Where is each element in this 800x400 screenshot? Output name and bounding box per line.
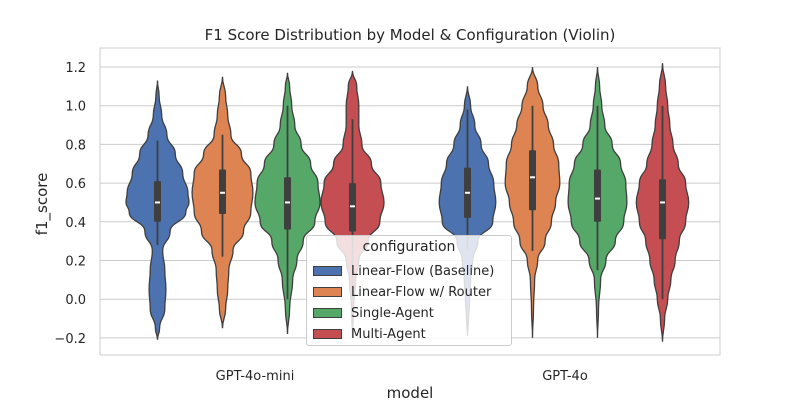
x-tick-labels: GPT-4o-mini GPT-4o <box>216 369 588 384</box>
legend-label: Linear-Flow w/ Router <box>351 284 492 300</box>
legend-label: Single-Agent <box>351 305 434 321</box>
legend-swatch <box>313 308 342 318</box>
y-tick-label: −0.2 <box>54 332 86 347</box>
violins <box>125 63 690 342</box>
legend-label: Multi-Agent <box>351 326 426 342</box>
y-tick-label: 0.6 <box>65 177 86 192</box>
x-axis-label: model <box>387 384 434 400</box>
legend: configuration Linear-Flow (Baseline) Lin… <box>306 235 512 346</box>
legend-item: Single-Agent <box>313 304 434 322</box>
x-tick-label: GPT-4o-mini <box>216 369 295 384</box>
x-tick-label: GPT-4o <box>542 369 588 384</box>
legend-swatch <box>313 329 342 339</box>
violin-iqr-box <box>659 179 666 240</box>
y-tick-label: 0.4 <box>65 216 86 231</box>
y-tick-label: 0.0 <box>65 293 86 308</box>
legend-swatch <box>313 287 342 297</box>
chart-title: F1 Score Distribution by Model & Configu… <box>205 26 616 44</box>
y-tick-label: 1.0 <box>65 100 86 115</box>
legend-title: configuration <box>362 239 456 255</box>
y-tick-labels: −0.2 0.0 0.2 0.4 0.6 0.8 1.0 1.2 <box>54 61 86 347</box>
y-tick-label: 0.2 <box>65 255 86 270</box>
y-axis-label: f1_score <box>33 173 52 236</box>
violin-iqr-box <box>529 150 536 211</box>
legend-item: Linear-Flow w/ Router <box>313 283 491 301</box>
legend-item: Linear-Flow (Baseline) <box>313 262 494 280</box>
y-tick-label: 0.8 <box>65 138 86 153</box>
legend-item: Multi-Agent <box>313 325 426 343</box>
legend-swatch <box>313 266 342 276</box>
y-tick-label: 1.2 <box>65 61 86 76</box>
violin-iqr-box <box>594 169 601 222</box>
legend-label: Linear-Flow (Baseline) <box>351 263 495 279</box>
